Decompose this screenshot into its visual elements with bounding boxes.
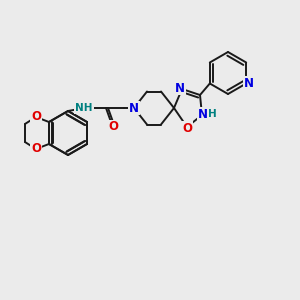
Text: N: N bbox=[198, 107, 208, 121]
Text: O: O bbox=[182, 122, 192, 134]
Text: NH: NH bbox=[75, 103, 93, 113]
Text: N: N bbox=[244, 77, 254, 90]
Text: N: N bbox=[175, 82, 185, 94]
Text: O: O bbox=[31, 110, 41, 124]
Text: N: N bbox=[129, 101, 139, 115]
Text: O: O bbox=[31, 142, 41, 155]
Text: O: O bbox=[108, 121, 118, 134]
Text: H: H bbox=[208, 109, 216, 119]
